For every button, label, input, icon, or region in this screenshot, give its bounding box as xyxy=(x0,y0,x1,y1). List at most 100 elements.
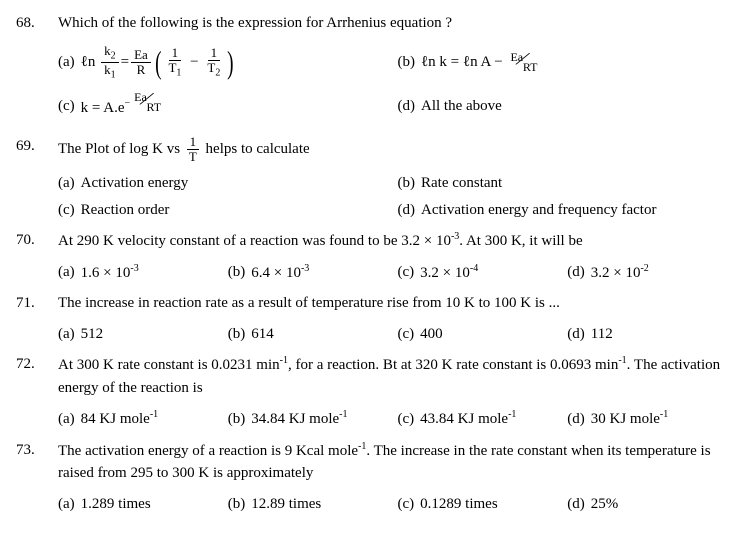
option-value: 25% xyxy=(591,493,619,516)
option: (b) 6.4 × 10-3 xyxy=(228,259,398,287)
option-label: (d) xyxy=(567,323,585,346)
option: (c) 400 xyxy=(398,321,568,348)
fraction: k2k1 xyxy=(101,44,119,80)
option-value: 30 KJ mole-1 xyxy=(591,407,669,431)
option-label: (b) xyxy=(398,172,416,195)
option-label: (b) xyxy=(228,261,246,284)
question-number: 69. xyxy=(16,135,58,224)
option-value: 43.84 KJ mole-1 xyxy=(420,407,516,431)
question: 73.The activation energy of a reaction i… xyxy=(16,439,737,518)
question-number: 71. xyxy=(16,292,58,347)
question-text: The Plot of log K vs 1T helps to calcula… xyxy=(58,135,737,165)
option: (b) ℓn k = ℓn A − Ea∕RT xyxy=(398,41,738,85)
option-label: (c) xyxy=(398,408,415,431)
fraction: 1T xyxy=(186,135,200,165)
option: (b) 614 xyxy=(228,321,398,348)
option: (a) 1.6 × 10-3 xyxy=(58,259,228,287)
option: (c)Reaction order xyxy=(58,197,398,224)
option-label: (a) xyxy=(58,261,75,284)
question-text: The activation energy of a reaction is 9… xyxy=(58,439,737,485)
question: 70.At 290 K velocity constant of a react… xyxy=(16,229,737,286)
fraction: 1T1 xyxy=(165,46,184,79)
options: (a) 84 KJ mole-1 (b) 34.84 KJ mole-1 (c) 43.8… xyxy=(58,405,737,433)
question-text: At 300 K rate constant is 0.0231 min-1, … xyxy=(58,353,737,399)
option-label: (b) xyxy=(228,323,246,346)
option-label: (a) xyxy=(58,408,75,431)
option-label: (d) xyxy=(398,95,416,118)
option-value: Reaction order xyxy=(81,199,170,222)
option-value: 84 KJ mole-1 xyxy=(81,407,159,431)
option-label: (b) xyxy=(398,51,416,74)
question-text: At 290 K velocity constant of a reaction… xyxy=(58,229,737,253)
option-value: 400 xyxy=(420,323,443,346)
option-value: Activation energy xyxy=(81,172,189,195)
option: (d) 3.2 × 10-2 xyxy=(567,259,737,287)
option-value: 3.2 × 10-2 xyxy=(591,261,649,285)
question-number: 68. xyxy=(16,12,58,129)
option-label: (d) xyxy=(398,199,416,222)
option-value: Rate constant xyxy=(421,172,502,195)
option: (d) All the above xyxy=(398,85,738,129)
option: (a) ℓn k2k1=EaR(1T1 − 1T2) xyxy=(58,41,398,85)
option-label: (a) xyxy=(58,323,75,346)
options: (a) 512 (b) 614 (c) 400 (d) 112 xyxy=(58,321,737,348)
diag-fraction: Ea∕RT xyxy=(132,93,163,111)
option: (d) 112 xyxy=(567,321,737,348)
options: (a) ℓn k2k1=EaR(1T1 − 1T2) (b) ℓn k = ℓn A … xyxy=(58,41,737,129)
option: (c) 43.84 KJ mole-1 xyxy=(398,405,568,433)
option-value: 12.89 times xyxy=(251,493,321,516)
option-value: 34.84 KJ mole-1 xyxy=(251,407,347,431)
option: (a) 1.289 times xyxy=(58,491,228,518)
question-text: Which of the following is the expression… xyxy=(58,12,737,35)
fraction: EaR xyxy=(131,48,151,78)
fraction: 1T2 xyxy=(204,46,223,79)
option: (a) Activation energy xyxy=(58,170,398,197)
option: (d) 30 KJ mole-1 xyxy=(567,405,737,433)
option: (a) 512 xyxy=(58,321,228,348)
options: (a)1.6 × 10-3(b)6.4 × 10-3(c)3.2 × 10-4(… xyxy=(58,259,737,287)
option-value: 0.1289 times xyxy=(420,493,498,516)
option: (d) Activation energy and frequency facto… xyxy=(398,197,738,224)
option-value: ℓn k = ℓn A − Ea∕RT xyxy=(421,51,541,74)
diag-fraction: Ea∕RT xyxy=(508,51,539,74)
question-number: 70. xyxy=(16,229,58,286)
option-value: k = A.e−Ea∕RT xyxy=(81,93,165,120)
option-label: (d) xyxy=(567,408,585,431)
option: (b) 12.89 times xyxy=(228,491,398,518)
question: 72.At 300 K rate constant is 0.0231 min-… xyxy=(16,353,737,433)
option: (d) 25% xyxy=(567,491,737,518)
question: 68.Which of the following is the express… xyxy=(16,12,737,129)
option-label: (c) xyxy=(58,95,75,118)
option-label: (c) xyxy=(398,261,415,284)
option-label: (b) xyxy=(228,408,246,431)
option-label: (a) xyxy=(58,493,75,516)
option-label: (a) xyxy=(58,172,75,195)
option-value: All the above xyxy=(421,95,502,118)
option: (b) Rate constant xyxy=(398,170,738,197)
option-value: 1.289 times xyxy=(81,493,151,516)
option-value: Activation energy and frequency factor xyxy=(421,199,656,222)
option-value: 6.4 × 10-3 xyxy=(251,261,309,285)
option-label: (d) xyxy=(567,261,585,284)
option-label: (a) xyxy=(58,51,75,74)
options: (a) Activation energy (b) Rate constant (c)R… xyxy=(58,170,737,223)
option-label: (d) xyxy=(567,493,585,516)
option: (c) 0.1289 times xyxy=(398,491,568,518)
option-value: 3.2 × 10-4 xyxy=(420,261,478,285)
option-label: (b) xyxy=(228,493,246,516)
question-number: 72. xyxy=(16,353,58,433)
option: (a) 84 KJ mole-1 xyxy=(58,405,228,433)
option-value: 1.6 × 10-3 xyxy=(81,261,139,285)
option-value: 112 xyxy=(591,323,613,346)
question: 71.The increase in reaction rate as a re… xyxy=(16,292,737,347)
option-label: (c) xyxy=(398,323,415,346)
option-label: (c) xyxy=(398,493,415,516)
option-value: ℓn k2k1=EaR(1T1 − 1T2) xyxy=(81,44,236,80)
option: (c) 3.2 × 10-4 xyxy=(398,259,568,287)
question-text: The increase in reaction rate as a resul… xyxy=(58,292,737,315)
option-value: 512 xyxy=(81,323,104,346)
option: (b) 34.84 KJ mole-1 xyxy=(228,405,398,433)
options: (a) 1.289 times (b) 12.89 times (c) 0.1289 ti… xyxy=(58,491,737,518)
question: 69.The Plot of log K vs 1T helps to calc… xyxy=(16,135,737,224)
option-value: 614 xyxy=(251,323,274,346)
